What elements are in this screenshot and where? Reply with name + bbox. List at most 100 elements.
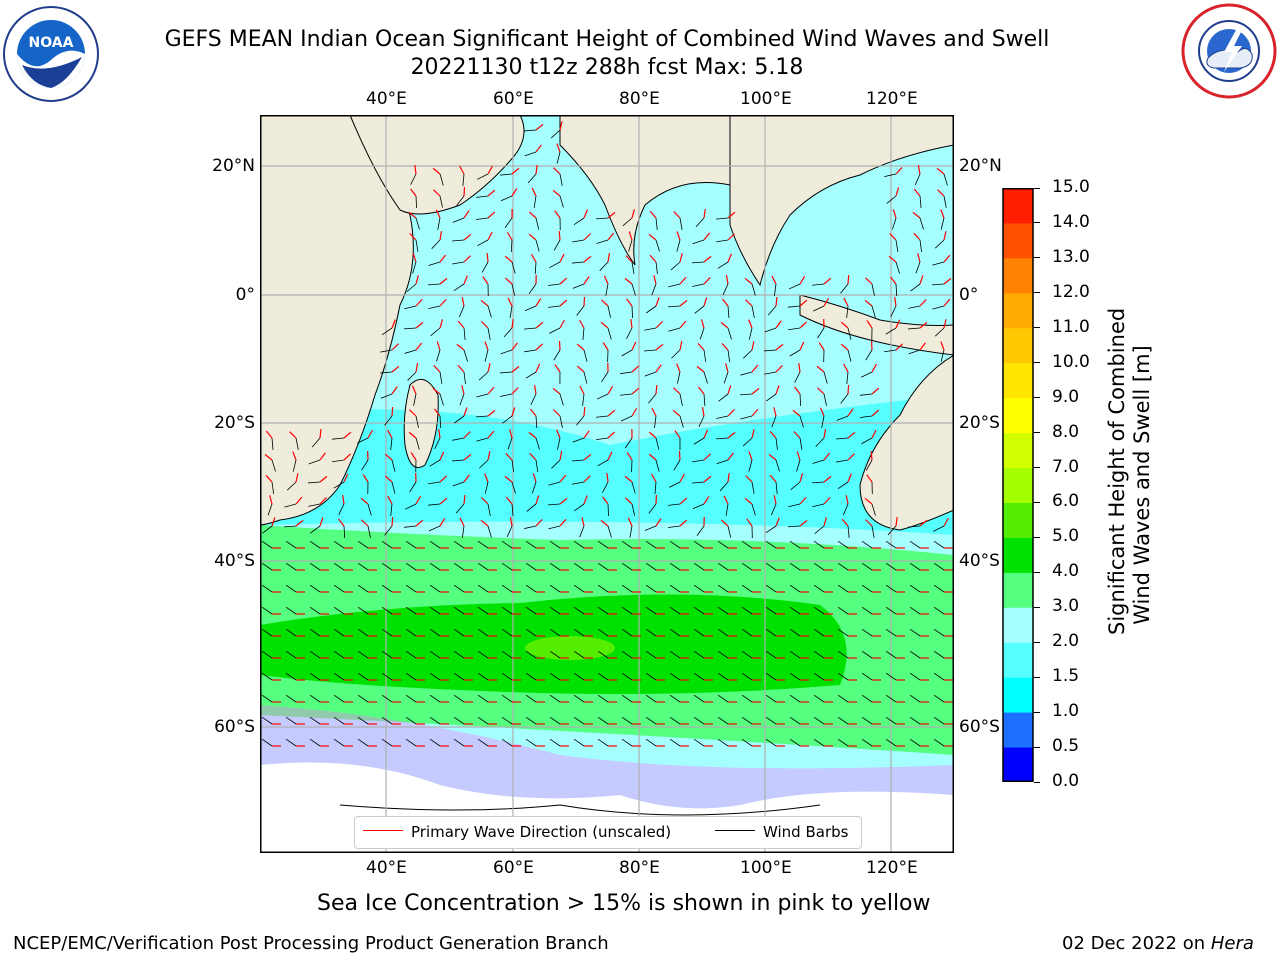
wind-barb	[478, 459, 489, 469]
noaa-logo: NOAA	[3, 6, 99, 102]
wind-barb	[525, 584, 537, 593]
wind-barb	[654, 415, 657, 428]
wind-barb	[453, 628, 465, 637]
wind-barb	[463, 371, 466, 384]
wave-direction-arrow	[919, 342, 926, 351]
wind-barb	[415, 415, 419, 428]
wave-direction-arrow	[703, 429, 709, 439]
wind-barb	[503, 327, 513, 338]
wind-barb	[693, 584, 705, 593]
wave-direction-arrow	[607, 211, 616, 219]
wave-direction-arrow	[414, 164, 417, 175]
wave-direction-arrow	[799, 473, 804, 483]
wind-barb	[295, 437, 299, 450]
wave-direction-arrow	[559, 277, 568, 285]
wind-barb	[500, 349, 513, 355]
wind-barb	[573, 584, 585, 593]
colorbar-tick-label: 3.0	[1052, 596, 1080, 617]
wind-barb	[871, 525, 875, 538]
wave-direction-arrow	[463, 407, 468, 417]
wave-direction-arrow	[676, 231, 681, 241]
wind-barb	[285, 694, 297, 703]
wind-barb	[725, 503, 729, 516]
wave-direction-arrow	[554, 364, 561, 373]
colorbar-tick-label: 12.0	[1052, 281, 1090, 302]
wind-barb	[332, 459, 345, 463]
wind-barb	[309, 650, 321, 659]
wave-direction-arrow	[504, 277, 513, 285]
wind-barb	[645, 694, 657, 703]
wind-barb	[668, 327, 681, 332]
wind-barb	[865, 349, 873, 361]
wave-direction-arrow	[535, 123, 544, 131]
wave-direction-arrow	[655, 321, 663, 329]
wave-direction-arrow	[819, 407, 825, 417]
wind-barb	[860, 393, 873, 396]
wave-direction-arrow	[703, 209, 706, 219]
wind-barb	[261, 650, 273, 659]
wind-barb	[405, 694, 417, 703]
wind-barb	[631, 305, 633, 319]
wind-barb	[510, 239, 513, 253]
wind-barb	[405, 650, 417, 659]
wind-barb	[549, 540, 561, 549]
wind-barb	[333, 738, 345, 747]
wave-direction-arrow	[748, 319, 753, 329]
wave-direction-arrow	[727, 211, 736, 219]
wind-barb	[718, 393, 729, 402]
wave-direction-arrow	[439, 319, 444, 329]
wave-direction-arrow	[775, 385, 780, 395]
colorbar-tick-mark	[1034, 711, 1040, 713]
wind-barb	[381, 327, 393, 336]
wave-direction-arrow	[895, 319, 901, 329]
wind-barb	[454, 415, 465, 424]
wave-direction-arrow	[559, 518, 567, 527]
wind-barb	[381, 562, 393, 571]
wave-direction-arrow	[653, 275, 657, 285]
wave-direction-arrow	[528, 211, 537, 219]
wind-barb	[292, 459, 297, 472]
wind-barb	[573, 650, 585, 659]
wind-barb	[668, 503, 681, 506]
wind-barb	[693, 716, 705, 725]
wind-barb	[914, 173, 921, 186]
wave-direction-arrow	[583, 209, 588, 219]
wind-barb	[477, 650, 489, 659]
wind-barb	[332, 437, 345, 440]
wind-barb	[909, 694, 921, 703]
wind-barb	[533, 195, 537, 208]
wind-barb	[846, 371, 849, 384]
wind-barb	[909, 650, 921, 659]
wind-barb	[669, 562, 681, 571]
wind-barb	[548, 503, 561, 506]
wind-barb	[692, 261, 705, 264]
wave-direction-arrow	[679, 497, 688, 505]
wave-direction-arrow	[625, 497, 633, 505]
wave-direction-arrow	[697, 386, 705, 395]
wind-barb	[861, 628, 873, 637]
wind-barb	[821, 415, 825, 428]
wave-direction-arrow	[792, 409, 801, 417]
wind-barb	[789, 694, 801, 703]
wave-direction-arrow	[775, 365, 783, 373]
wind-barb	[669, 738, 681, 747]
colorbar-tick-label: 9.0	[1052, 386, 1080, 407]
wind-barb	[932, 305, 945, 310]
wave-direction-arrow	[391, 386, 398, 395]
wave-direction-arrow	[581, 517, 585, 527]
wind-barb	[573, 716, 585, 725]
wave-direction-arrow	[391, 406, 394, 417]
wind-barb	[693, 672, 705, 681]
wind-barb	[597, 694, 609, 703]
wind-barb	[909, 738, 921, 747]
wind-barb	[429, 584, 441, 593]
wind-barb	[596, 415, 609, 418]
wind-barb	[716, 459, 729, 465]
wind-barb	[861, 738, 873, 747]
wave-direction-arrow	[408, 431, 417, 439]
wind-barb	[576, 415, 585, 426]
wave-direction-arrow	[919, 275, 924, 285]
wind-barb	[582, 327, 585, 340]
wind-barb	[621, 738, 633, 747]
wave-direction-arrow	[895, 187, 900, 197]
